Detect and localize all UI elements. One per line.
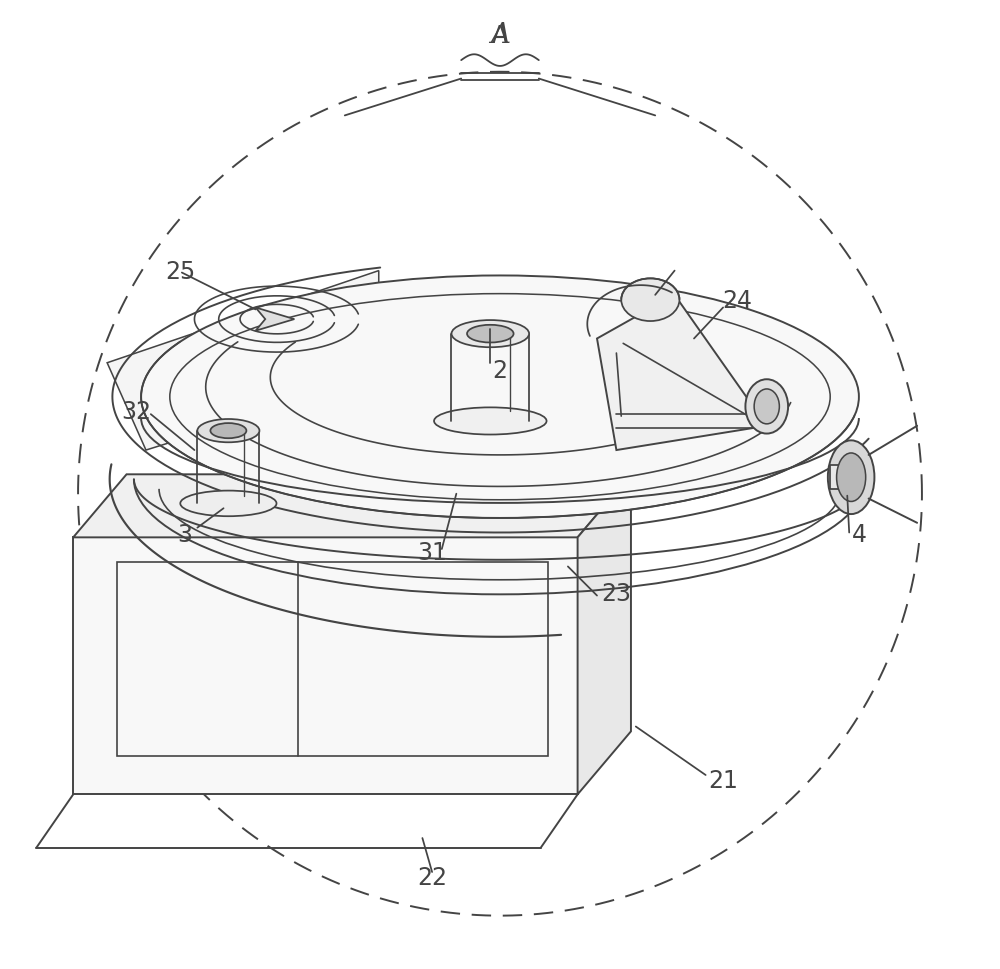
Polygon shape <box>597 296 767 451</box>
Text: 2: 2 <box>492 359 507 382</box>
Text: 32: 32 <box>121 400 151 423</box>
Text: A: A <box>492 24 508 47</box>
Text: A: A <box>490 22 510 49</box>
Text: 24: 24 <box>723 289 753 312</box>
Polygon shape <box>578 475 631 795</box>
Ellipse shape <box>451 321 529 348</box>
Polygon shape <box>830 465 847 489</box>
Text: 21: 21 <box>708 768 738 792</box>
Ellipse shape <box>621 279 679 322</box>
Polygon shape <box>73 475 631 538</box>
Polygon shape <box>256 308 294 331</box>
Ellipse shape <box>754 390 779 424</box>
Polygon shape <box>107 271 379 451</box>
Ellipse shape <box>180 491 277 516</box>
Ellipse shape <box>141 276 859 518</box>
Text: 31: 31 <box>417 541 447 564</box>
Ellipse shape <box>434 408 547 435</box>
Ellipse shape <box>837 453 866 502</box>
Text: 3: 3 <box>177 523 192 547</box>
Ellipse shape <box>467 326 514 343</box>
Ellipse shape <box>828 441 874 515</box>
Text: 4: 4 <box>851 523 866 547</box>
Ellipse shape <box>210 423 246 439</box>
Ellipse shape <box>197 420 259 443</box>
Text: 23: 23 <box>601 581 631 605</box>
Text: 25: 25 <box>165 260 195 283</box>
Polygon shape <box>73 538 578 795</box>
Text: 22: 22 <box>417 865 447 889</box>
Ellipse shape <box>745 380 788 434</box>
